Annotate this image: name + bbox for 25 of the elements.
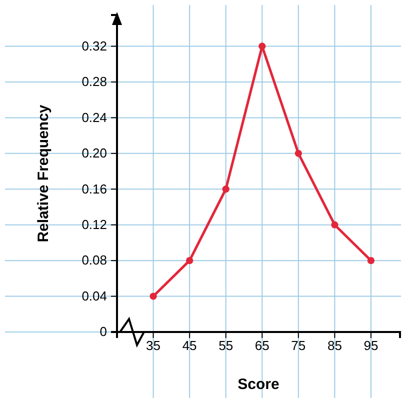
point <box>150 292 157 300</box>
y-tick-label: 0.24 <box>82 110 107 125</box>
x-tick-label: 75 <box>291 338 306 354</box>
x-tick-label: 95 <box>364 338 378 354</box>
point <box>186 257 194 264</box>
y-tick-label: 0 <box>100 324 107 340</box>
y-tick-label: 0.32 <box>82 38 107 54</box>
x-tick-label: 45 <box>182 338 197 354</box>
y-tick-label: 0.04 <box>82 288 107 304</box>
x-tick-label: 65 <box>254 338 270 354</box>
point <box>222 186 230 193</box>
point <box>258 42 266 50</box>
point <box>294 150 302 157</box>
y-tick-label: 0.20 <box>82 146 107 161</box>
x-tick-label: 35 <box>146 338 161 354</box>
x-axis-title: Score <box>238 376 280 393</box>
y-tick-label: 0.08 <box>82 252 107 268</box>
y-tick-label: 0.28 <box>82 74 107 90</box>
point <box>331 221 338 228</box>
x-tick-label: 55 <box>218 338 234 354</box>
y-tick-label: 0.16 <box>82 181 107 196</box>
x-tick-label: 85 <box>327 338 342 354</box>
y-tick-label: 0.12 <box>82 217 107 232</box>
y-axis-title: Relative Frequency <box>35 104 52 242</box>
point <box>367 257 375 264</box>
